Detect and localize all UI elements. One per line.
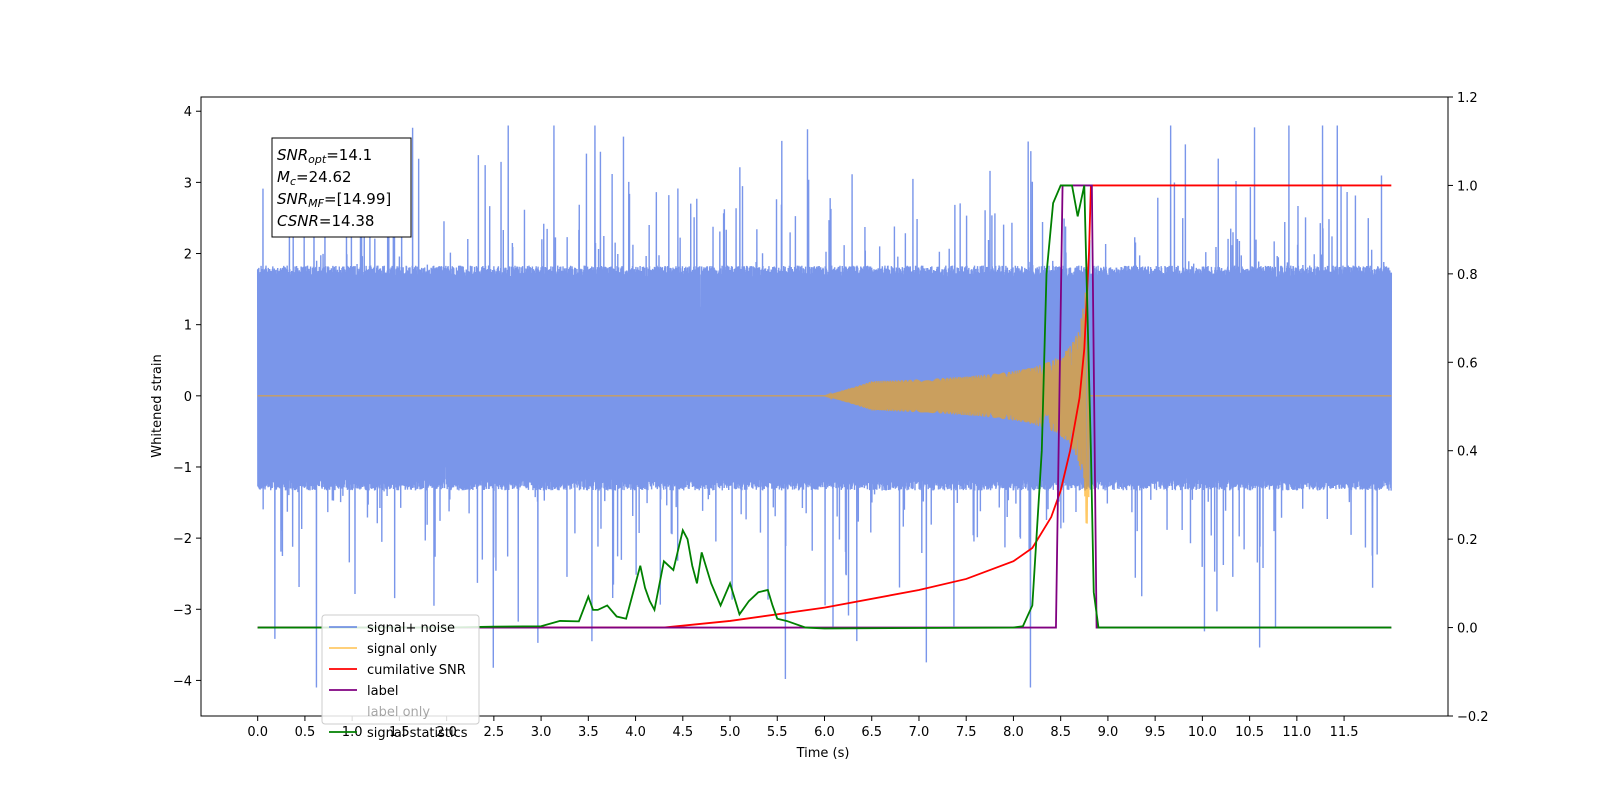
y2-tick-label: 0.8 bbox=[1457, 268, 1478, 283]
y2-tick-label: 0.6 bbox=[1457, 356, 1478, 371]
legend-entry: cumilative SNR bbox=[367, 663, 466, 678]
y-axis-label: Whitened strain bbox=[150, 354, 165, 457]
series-signal-plus-noise bbox=[256, 125, 1393, 688]
legend-entry: signal statistics bbox=[367, 726, 468, 741]
legend-entry: label only bbox=[367, 705, 430, 720]
x-tick-label: 4.0 bbox=[625, 725, 646, 740]
y2-tick-label: −0.2 bbox=[1457, 710, 1489, 725]
y-tick-label: −4 bbox=[173, 674, 192, 689]
y-axis-right: 1.2 1.0 0.8 0.6 0.4 0.2 0.0 −0.2 bbox=[1448, 91, 1489, 725]
y2-tick-label: 0.0 bbox=[1457, 622, 1478, 637]
x-tick-label: 6.5 bbox=[861, 725, 882, 740]
x-tick-label: 1.5 bbox=[389, 725, 410, 740]
plot-area bbox=[256, 125, 1393, 688]
y2-tick-label: 0.2 bbox=[1457, 533, 1478, 548]
legend-entry: signal+ noise bbox=[367, 621, 455, 636]
y2-tick-label: 0.4 bbox=[1457, 445, 1478, 460]
y-tick-label: 1 bbox=[184, 319, 192, 334]
y-tick-label: −1 bbox=[173, 461, 192, 476]
y-tick-label: −3 bbox=[173, 603, 192, 618]
line-signal-statistics bbox=[257, 184, 1392, 630]
y-tick-label: 2 bbox=[184, 248, 192, 263]
x-tick-label: 10.0 bbox=[1188, 725, 1217, 740]
x-tick-label: 2.5 bbox=[484, 725, 505, 740]
legend-entry: label bbox=[367, 684, 398, 699]
y-tick-label: −2 bbox=[173, 532, 192, 547]
x-tick-label: 9.5 bbox=[1145, 725, 1166, 740]
x-tick-label: 6.0 bbox=[814, 725, 835, 740]
x-tick-label: 0.5 bbox=[295, 725, 316, 740]
line-signal-only bbox=[257, 271, 1392, 524]
x-tick-label: 11.5 bbox=[1330, 725, 1359, 740]
x-tick-label: 4.5 bbox=[672, 725, 693, 740]
x-tick-label: 9.0 bbox=[1098, 725, 1119, 740]
x-tick-label: 10.5 bbox=[1235, 725, 1264, 740]
x-tick-label: 3.5 bbox=[578, 725, 599, 740]
x-tick-label: 8.5 bbox=[1050, 725, 1071, 740]
x-axis: 0.0 0.5 1.0 1.5 2.0 2.5 3.0 3.5 4.0 4.5 5.0 5.5 6.0 6… bbox=[247, 716, 1359, 740]
annotation-line: SNRopt=14.1 bbox=[277, 146, 372, 166]
annotation-line: CSNR=14.38 bbox=[277, 212, 374, 230]
y-tick-label: 0 bbox=[184, 390, 192, 405]
x-tick-label: 5.5 bbox=[767, 725, 788, 740]
x-tick-label: 2.0 bbox=[436, 725, 457, 740]
y-axis-left: 4 3 2 1 0 −1 −2 −3 −4 bbox=[173, 105, 201, 689]
annotation-line: Mc=24.62 bbox=[277, 168, 352, 188]
x-tick-label: 7.0 bbox=[909, 725, 930, 740]
x-tick-label: 5.0 bbox=[720, 725, 741, 740]
x-tick-label: 8.0 bbox=[1003, 725, 1024, 740]
y-tick-label: 4 bbox=[184, 105, 192, 120]
x-tick-label: 11.0 bbox=[1282, 725, 1311, 740]
line-signal-plus-noise bbox=[256, 125, 1393, 688]
x-tick-label: 3.0 bbox=[531, 725, 552, 740]
legend-entry: signal only bbox=[367, 642, 437, 657]
x-tick-label: 0.0 bbox=[247, 725, 268, 740]
y-tick-label: 3 bbox=[184, 176, 192, 191]
x-axis-label: Time (s) bbox=[796, 746, 850, 761]
annotation-line: SNRMF=[14.99] bbox=[277, 190, 391, 210]
y2-tick-label: 1.0 bbox=[1457, 179, 1478, 194]
y2-tick-label: 1.2 bbox=[1457, 91, 1478, 106]
legend: signal+ noise signal only cumilative SNR la… bbox=[321, 614, 480, 741]
series-signal-only bbox=[257, 271, 1392, 524]
x-tick-label: 7.5 bbox=[956, 725, 977, 740]
right-axis-series bbox=[257, 184, 1392, 630]
